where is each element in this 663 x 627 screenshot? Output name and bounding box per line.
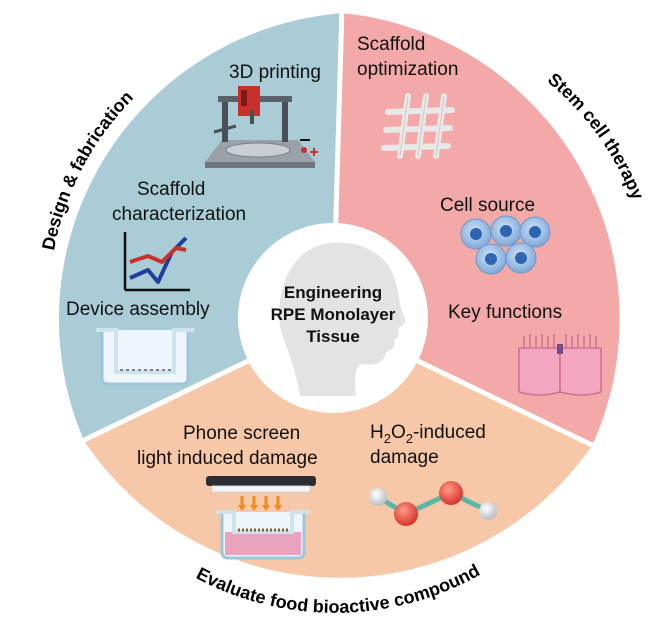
center-title-line3: Tissue bbox=[306, 327, 360, 346]
scaffold-characterization-label-line1: Scaffold bbox=[137, 179, 205, 200]
scaffold-optimization-label-line1: Scaffold bbox=[357, 34, 425, 55]
scaffold-mesh-outline bbox=[399, 95, 445, 157]
rpe-cells-icon bbox=[518, 334, 602, 396]
device-assembly-label: Device assembly bbox=[66, 299, 210, 320]
3d-printer-icon bbox=[205, 86, 318, 168]
line-graph-icon bbox=[123, 232, 190, 292]
head-silhouette-icon bbox=[279, 242, 406, 396]
phone-screen-icon bbox=[206, 476, 316, 560]
h2o2-label-line1: H2O2-induced bbox=[370, 422, 486, 446]
molecule-icon bbox=[369, 481, 497, 526]
transwell-insert-icon bbox=[96, 328, 194, 386]
phone-screen-label-line1: Phone screen bbox=[183, 423, 300, 444]
phone-screen-label-line2: light induced damage bbox=[137, 448, 318, 469]
cell-source-label: Cell source bbox=[440, 195, 535, 216]
h2o2-label-line2: damage bbox=[370, 447, 439, 468]
center-title-line2: RPE Monolayer bbox=[271, 305, 396, 324]
stem-cells-icon bbox=[460, 215, 551, 275]
center-title-line1: Engineering bbox=[284, 283, 382, 302]
scaffold-optimization-label-line2: optimization bbox=[357, 59, 458, 80]
scaffold-characterization-label-line2: characterization bbox=[112, 204, 246, 225]
key-functions-label: Key functions bbox=[448, 302, 562, 323]
3d-printing-label: 3D printing bbox=[229, 62, 321, 83]
